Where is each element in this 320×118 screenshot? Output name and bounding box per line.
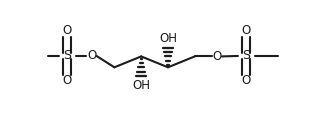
Text: S: S [63,49,71,62]
Text: O: O [212,50,222,63]
Text: S: S [242,49,250,62]
Text: OH: OH [159,32,177,45]
Text: O: O [242,74,251,87]
Text: O: O [242,24,251,38]
Text: O: O [63,74,72,87]
Text: OH: OH [132,79,150,92]
Text: O: O [87,49,96,62]
Text: O: O [63,24,72,38]
